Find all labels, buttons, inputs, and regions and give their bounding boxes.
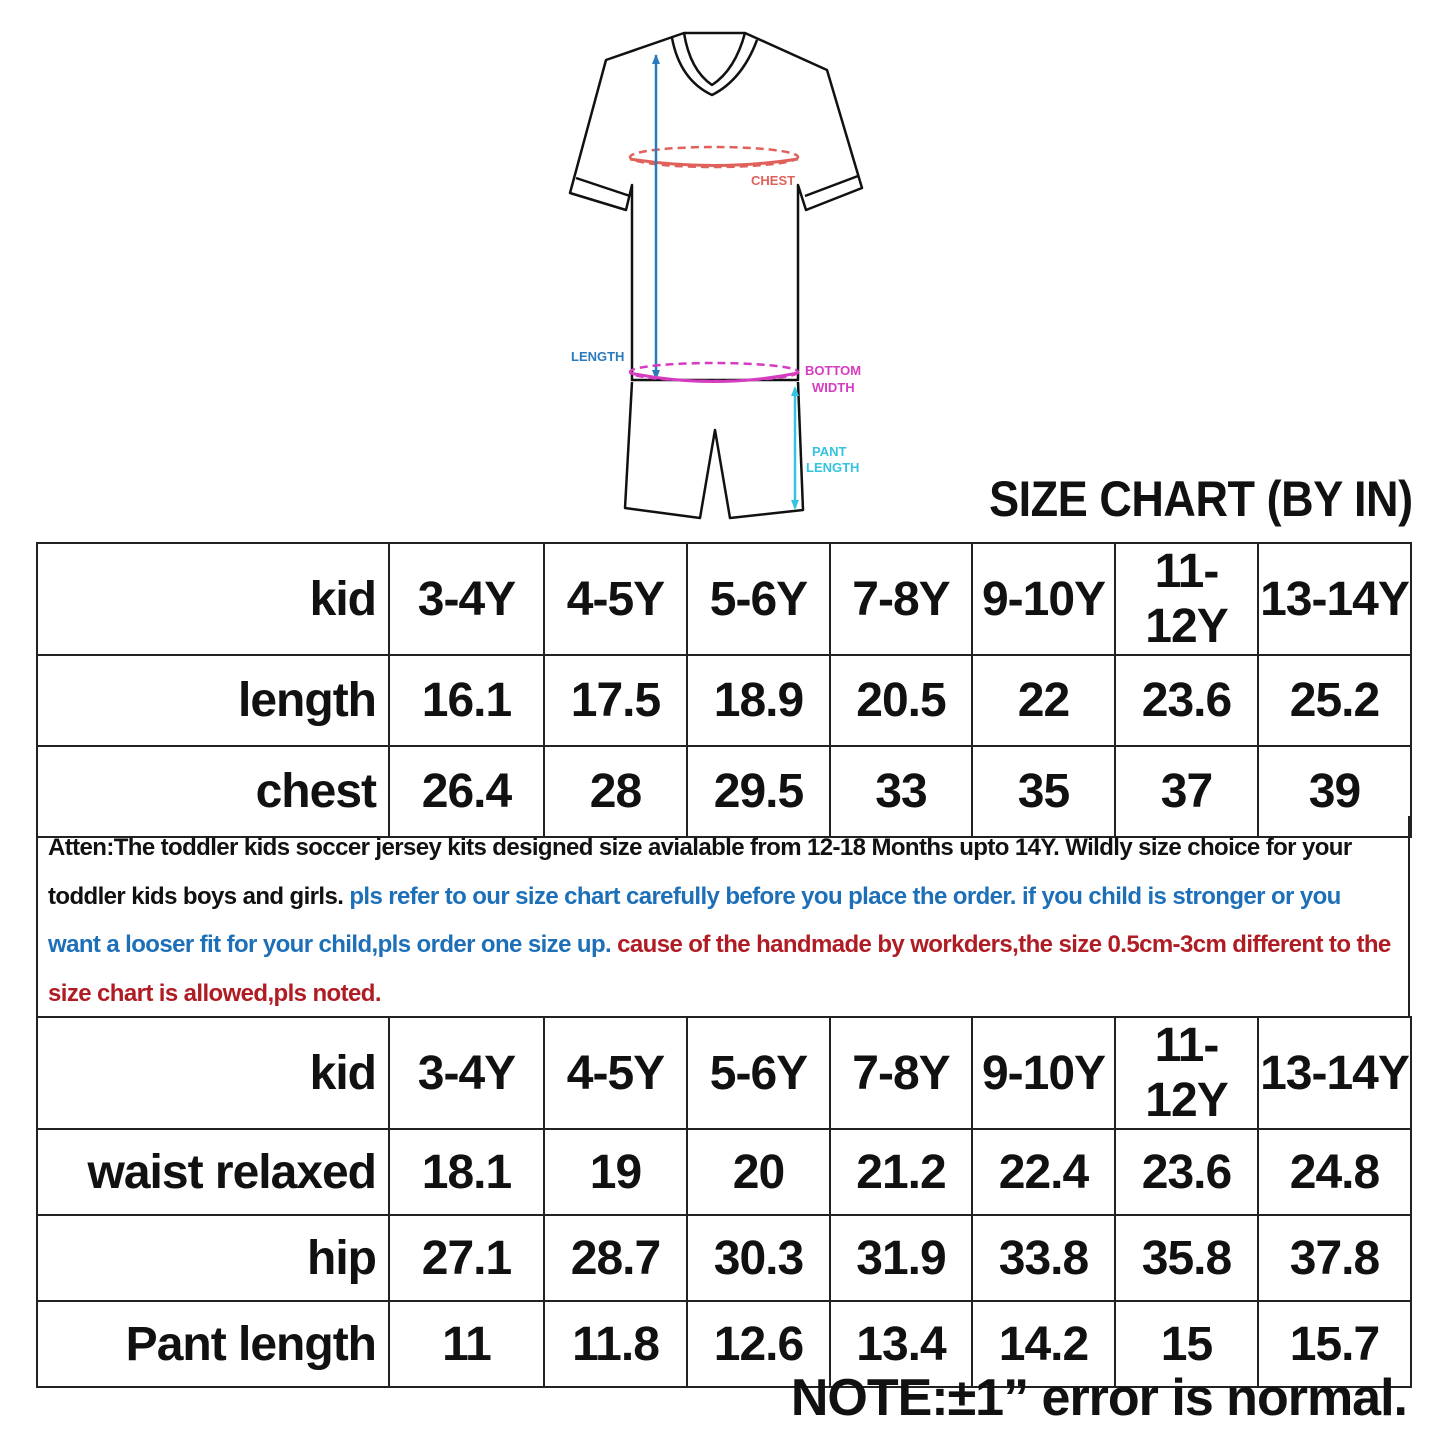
size-header: 7-8Y — [829, 542, 973, 656]
table-cell: 20.5 — [829, 654, 973, 747]
pant-length-label-1: PANT — [812, 444, 846, 459]
size-header: 3-4Y — [388, 1016, 545, 1130]
note-text-blue: pls refer to our size chart carefully be… — [48, 882, 1341, 959]
bottom-width-label-1: BOTTOM — [805, 363, 861, 378]
table-cell: 14.2 — [971, 1300, 1116, 1388]
size-header: 7-8Y — [829, 1016, 973, 1130]
table-row: length 16.1 17.5 18.9 20.5 22 23.6 25.2 — [36, 654, 1412, 747]
table-cell: 20 — [686, 1128, 831, 1216]
chest-label: CHEST — [751, 173, 795, 188]
sleeve-cuffs — [575, 174, 859, 198]
table-row: Pant length 11 11.8 12.6 13.4 14.2 15 15… — [36, 1300, 1412, 1388]
size-header: 3-4Y — [388, 542, 545, 656]
pant-length-label-2: LENGTH — [806, 460, 859, 475]
size-header: 13-14Y — [1257, 542, 1412, 656]
row-header: waist relaxed — [36, 1128, 390, 1216]
table-cell: 22.4 — [971, 1128, 1116, 1216]
table-cell: 12.6 — [686, 1300, 831, 1388]
row-header: kid — [36, 542, 390, 656]
jersey-outline — [568, 31, 864, 382]
table-cell: 22 — [971, 654, 1116, 747]
size-header: 11-12Y — [1114, 542, 1259, 656]
table-cell: 37 — [1114, 745, 1259, 838]
jersey-collar — [670, 32, 759, 97]
shorts-outline — [623, 381, 805, 520]
length-measure: LENGTH — [571, 54, 660, 380]
table-cell: 13.4 — [829, 1300, 973, 1388]
table-cell: 28.7 — [543, 1214, 688, 1302]
row-header: length — [36, 654, 390, 747]
size-header: 5-6Y — [686, 542, 831, 656]
table-cell: 33.8 — [971, 1214, 1116, 1302]
bottom-width-measure: BOTTOM WIDTH — [628, 361, 861, 395]
length-label: LENGTH — [571, 349, 624, 364]
table-cell: 18.1 — [388, 1128, 545, 1216]
table-header-row: kid 3-4Y 4-5Y 5-6Y 7-8Y 9-10Y 11-12Y 13-… — [36, 1016, 1412, 1130]
attention-note: Atten:The toddler kids soccer jersey kit… — [36, 816, 1410, 1017]
table-cell: 24.8 — [1257, 1128, 1412, 1216]
size-header: 11-12Y — [1114, 1016, 1259, 1130]
error-note: NOTE:±1” error is normal. — [790, 1369, 1408, 1427]
size-header: 4-5Y — [543, 1016, 688, 1130]
table-cell: 33 — [829, 745, 973, 838]
table-cell: 23.6 — [1114, 1128, 1259, 1216]
table-cell: 28 — [543, 745, 688, 838]
table-cell: 35 — [971, 745, 1116, 838]
table-cell: 37.8 — [1257, 1214, 1412, 1302]
size-header: 9-10Y — [971, 542, 1116, 656]
top-size-table: kid 3-4Y 4-5Y 5-6Y 7-8Y 9-10Y 11-12Y 13-… — [36, 542, 1412, 838]
table-cell: 25.2 — [1257, 654, 1412, 747]
table-cell: 18.9 — [686, 654, 831, 747]
table-row: waist relaxed 18.1 19 20 21.2 22.4 23.6 … — [36, 1128, 1412, 1216]
row-header: chest — [36, 745, 390, 838]
jersey-diagram: CHEST LENGTH BOTTOM WIDTH PANT LENGTH — [568, 31, 864, 520]
row-header: Pant length — [36, 1300, 390, 1388]
table-cell: 16.1 — [388, 654, 545, 747]
bottom-width-label-2: WIDTH — [812, 380, 855, 395]
page-title: SIZE CHART (BY IN) — [989, 471, 1413, 527]
table-cell: 30.3 — [686, 1214, 831, 1302]
size-header: 5-6Y — [686, 1016, 831, 1130]
table-cell: 31.9 — [829, 1214, 973, 1302]
size-header: 4-5Y — [543, 542, 688, 656]
note-text-red: cause of the handmade by workders,the si… — [48, 931, 1391, 1007]
row-header: hip — [36, 1214, 390, 1302]
table-cell: 27.1 — [388, 1214, 545, 1302]
table-cell: 21.2 — [829, 1128, 973, 1216]
table-cell: 19 — [543, 1128, 688, 1216]
chest-measure: CHEST — [628, 145, 800, 188]
table-cell: 35.8 — [1114, 1214, 1259, 1302]
table-cell: 23.6 — [1114, 654, 1259, 747]
table-cell: 15.7 — [1257, 1300, 1412, 1388]
table-cell: 26.4 — [388, 745, 545, 838]
table-row: hip 27.1 28.7 30.3 31.9 33.8 35.8 37.8 — [36, 1214, 1412, 1302]
table-header-row: kid 3-4Y 4-5Y 5-6Y 7-8Y 9-10Y 11-12Y 13-… — [36, 542, 1412, 656]
table-cell: 29.5 — [686, 745, 831, 838]
note-text: Atten:The toddler kids soccer jersey kit… — [48, 834, 1352, 910]
row-header: kid — [36, 1016, 390, 1130]
table-cell: 11.8 — [543, 1300, 688, 1388]
table-row: chest 26.4 28 29.5 33 35 37 39 — [36, 745, 1412, 838]
table-cell: 39 — [1257, 745, 1412, 838]
bottom-size-table: kid 3-4Y 4-5Y 5-6Y 7-8Y 9-10Y 11-12Y 13-… — [36, 1016, 1412, 1388]
size-header: 9-10Y — [971, 1016, 1116, 1130]
size-header: 13-14Y — [1257, 1016, 1412, 1130]
table-cell: 15 — [1114, 1300, 1259, 1388]
pant-length-measure: PANT LENGTH — [791, 386, 859, 510]
table-cell: 17.5 — [543, 654, 688, 747]
table-cell: 11 — [388, 1300, 545, 1388]
